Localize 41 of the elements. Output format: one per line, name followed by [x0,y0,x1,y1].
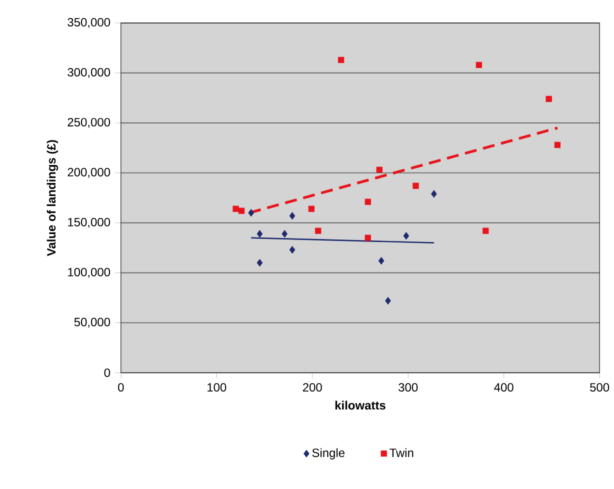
point [289,212,296,220]
y-tick-label: 150,000 [68,218,110,228]
y-tick-label: 200,000 [68,168,110,178]
y-tick-label: 250,000 [68,118,110,128]
point [256,259,263,267]
point [385,297,391,305]
point [238,208,245,214]
y-tick-label: 0 [104,368,110,378]
point [338,57,344,64]
point [364,198,371,206]
point [248,209,254,217]
legend-label: Twin [390,448,414,458]
x-tick-label: 100 [208,383,226,392]
point [232,206,239,212]
point [546,96,552,102]
x-tick-label: 300 [398,383,418,392]
legend-label: Single [312,448,345,460]
x-axis-title: kilowatts [335,400,386,410]
point [378,257,384,265]
x-tick-label: 400 [494,383,514,392]
point [412,182,419,190]
point [403,232,410,240]
y-tick-label: 300,000 [68,68,110,78]
point [282,230,288,238]
y-tick-label: 100,000 [68,268,110,278]
point [376,166,382,174]
point [256,230,263,238]
point [482,228,489,234]
point [308,206,314,212]
point [431,190,437,198]
point [315,228,322,234]
y-axis-title: Value of landings (£) [46,140,58,256]
y-tick-label: 350,000 [68,18,110,28]
x-tick-label: 200 [302,383,322,392]
point [554,142,561,148]
point [364,234,371,242]
x-tick-label: 0 [118,383,124,392]
point [289,246,296,254]
y-tick-label: 50,000 [74,318,110,328]
point [476,62,482,68]
x-tick-label: 500 [590,383,610,392]
